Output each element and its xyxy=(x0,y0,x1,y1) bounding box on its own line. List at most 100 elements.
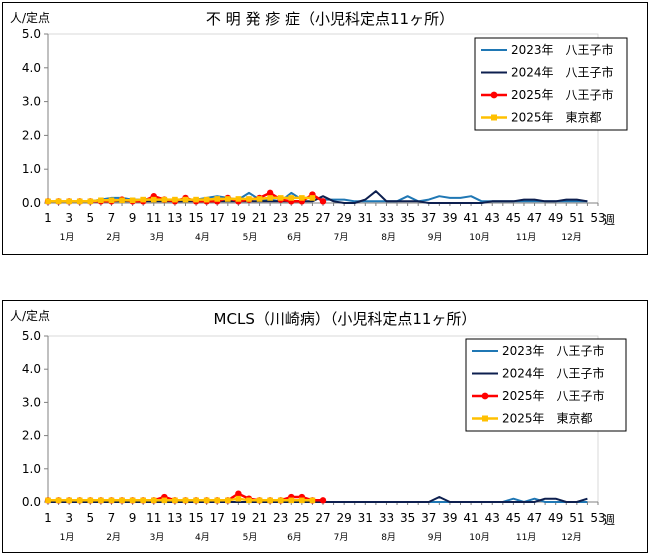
x-tick-label: 13 xyxy=(167,211,182,225)
x-tick-label: 47 xyxy=(527,511,542,525)
series-point xyxy=(256,497,263,504)
x-tick-label: 37 xyxy=(421,511,436,525)
series-point xyxy=(45,198,51,205)
series-point xyxy=(150,497,157,504)
x-tick-label: 53 xyxy=(590,511,605,525)
month-label: 9月 xyxy=(428,532,443,543)
month-label: 11月 xyxy=(516,232,536,243)
legend-label: 2023年 八王子市 xyxy=(511,42,614,57)
y-axis-unit-label: 人/定点 xyxy=(10,10,50,25)
x-tick-label: 43 xyxy=(485,511,500,525)
x-tick-label: 33 xyxy=(379,511,394,525)
x-tick-label: 7 xyxy=(108,211,116,225)
x-tick-label: 37 xyxy=(421,211,436,225)
chart-title: 不 明 発 疹 症（小児科定点11ヶ所） xyxy=(206,10,454,28)
x-tick-label: 35 xyxy=(400,211,415,225)
x-tick-label: 47 xyxy=(527,211,542,225)
series-point xyxy=(129,497,136,504)
legend: 2023年 八王子市 2024年 八王子市 2025年 八王子市 2025年 東京都 xyxy=(465,338,627,432)
series-point xyxy=(182,196,189,203)
month-label: 6月 xyxy=(287,532,302,543)
x-tick-label: 29 xyxy=(337,211,352,225)
series-point xyxy=(98,497,104,504)
x-tick-label: 43 xyxy=(485,211,500,225)
series-point xyxy=(214,196,221,202)
series-point xyxy=(193,497,199,504)
series-point xyxy=(277,195,284,201)
legend-marker xyxy=(490,91,498,99)
x-tick-label: 1 xyxy=(44,511,52,525)
month-label: 2月 xyxy=(106,532,121,543)
x-tick-label: 19 xyxy=(231,211,246,225)
x-tick-label: 29 xyxy=(337,511,352,525)
month-label: 9月 xyxy=(428,232,443,243)
x-tick-label: 51 xyxy=(569,511,584,525)
x-tick-label: 3 xyxy=(65,211,73,225)
x-tick-label: 5 xyxy=(86,511,94,525)
y-tick-label: 2.0 xyxy=(22,429,41,443)
x-tick-label: 11 xyxy=(146,511,161,525)
series-point xyxy=(235,495,242,502)
x-tick-label: 23 xyxy=(273,211,288,225)
month-label: 4月 xyxy=(195,232,210,243)
legend-label: 2023年 八王子市 xyxy=(502,343,605,358)
x-tick-label: 9 xyxy=(129,211,137,225)
series-point xyxy=(150,196,157,203)
x-tick-label: 9 xyxy=(129,511,137,525)
series-point xyxy=(246,196,252,202)
series-point xyxy=(203,497,210,504)
series-point xyxy=(266,189,274,197)
x-tick-label: 15 xyxy=(188,511,203,525)
x-tick-label: 35 xyxy=(400,511,415,525)
x-tick-label: 17 xyxy=(210,511,225,525)
y-tick-label: 1.0 xyxy=(22,462,41,476)
series-point xyxy=(140,196,146,203)
series-point xyxy=(45,497,51,504)
series-point xyxy=(98,197,104,204)
x-axis-unit-label: 週 xyxy=(603,513,615,527)
x-tick-label: 45 xyxy=(506,511,521,525)
month-label: 11月 xyxy=(516,532,536,543)
x-tick-label: 21 xyxy=(252,511,267,525)
legend-marker xyxy=(482,415,488,422)
month-label: 12月 xyxy=(561,232,581,243)
series-point xyxy=(319,198,327,205)
series-point xyxy=(140,497,146,504)
month-label: 12月 xyxy=(561,532,581,543)
y-tick-label: 2.0 xyxy=(22,128,41,142)
series-point xyxy=(66,198,72,205)
month-label: 8月 xyxy=(381,532,396,543)
x-tick-label: 41 xyxy=(463,211,478,225)
series-point xyxy=(214,497,221,504)
month-label: 4月 xyxy=(195,532,210,543)
series-point xyxy=(76,198,83,205)
legend-label: 2024年 八王子市 xyxy=(502,366,605,381)
chart-kawasaki: 人/定点 MCLS（川崎病）（小児科定点11ヶ所） 週 0.0 1.0 2.0 3.0… xyxy=(2,300,648,553)
legend-label: 2024年 八王子市 xyxy=(511,65,614,80)
x-tick-label: 41 xyxy=(463,511,478,525)
series-point xyxy=(203,196,210,203)
series-point xyxy=(235,196,242,202)
month-label: 3月 xyxy=(150,532,165,543)
series-point xyxy=(108,497,115,504)
x-tick-label: 23 xyxy=(273,511,288,525)
month-label: 1月 xyxy=(60,232,75,243)
x-tick-label: 7 xyxy=(108,511,116,525)
series-point xyxy=(309,195,316,201)
series-point xyxy=(299,497,305,504)
x-tick-label: 19 xyxy=(231,511,246,525)
series-point xyxy=(235,490,242,497)
series-point xyxy=(129,197,136,204)
month-label: 5月 xyxy=(243,532,258,543)
month-label: 1月 xyxy=(60,532,75,543)
series-point xyxy=(119,197,125,204)
x-tick-label: 1 xyxy=(44,211,52,225)
series-point xyxy=(66,497,72,504)
x-tick-label: 33 xyxy=(379,211,394,225)
y-tick-label: 0.0 xyxy=(22,196,41,210)
month-label: 6月 xyxy=(287,232,302,243)
y-tick-label: 1.0 xyxy=(22,162,41,176)
x-tick-label: 25 xyxy=(294,211,309,225)
month-label: 10月 xyxy=(469,232,489,243)
y-tick-label: 4.0 xyxy=(22,362,41,376)
